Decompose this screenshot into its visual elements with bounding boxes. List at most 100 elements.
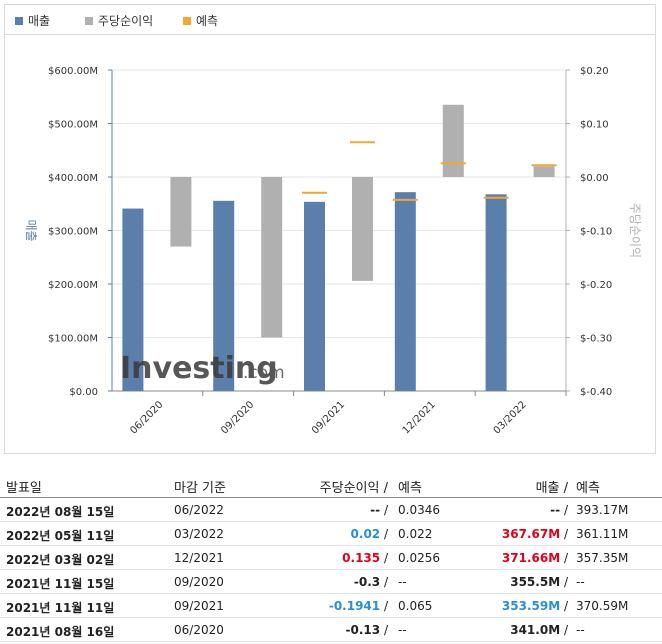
revenue-bar [213,200,235,391]
cell-period: 12/2021 [174,551,224,565]
cell-revenue-forecast: 357.35M [576,551,629,565]
cell-period: 03/2022 [174,527,224,541]
header-eps-label: 주당순이익 [319,481,380,496]
y2-tick-label: $0.10 [580,120,609,131]
investing-logo-watermark: Investing [120,351,278,386]
cell-revenue-value: 341.0M [510,623,561,637]
table-header: 발표일 마감 기준 주당순이익 / 예측 매출 / 예측 [0,472,662,498]
header-eps-forecast: 예측 [398,481,422,496]
x-tick-label: 06/2020 [128,399,165,436]
header-period: 마감 기준 [174,481,226,496]
eps-bar [352,177,373,281]
cell-eps-forecast: -- [398,575,407,589]
cell-date: 2021년 11월 11일 [6,601,115,615]
separator: / [380,599,388,613]
cell-revenue-value: 367.67M [501,527,561,541]
table-row: 2021년 11월 11일 09/2021 -0.1941 / 0.065 353.59… [0,594,662,618]
cell-revenue-value: 353.59M [501,599,561,613]
legend-item: 주당순이익 [85,12,153,29]
x-tick-label: 09/2021 [310,399,347,436]
separator: / [560,527,568,541]
header-revenue-label: 매출 [535,481,560,496]
table-row: 2022년 03월 02일 12/2021 0.135 / 0.0256 371.66M… [0,546,662,570]
y2-tick-label: $0.20 [580,66,609,77]
eps-bar [261,177,283,338]
header-date: 발표일 [6,481,42,496]
cell-eps-value: 0.02 [350,527,381,541]
earnings-chart: 매출 주당순이익 예측 $0.00 $-0.40 $100.00M $-0.30 $200.… [4,4,656,454]
cell-revenue-forecast: 370.59M [576,599,629,613]
cell-date: 2022년 03월 02일 [6,553,115,567]
eps-bar [442,104,464,177]
chart-plot: $0.00 $-0.40 $100.00M $-0.30 $200.00M $-0.20 $… [24,66,642,436]
legend-swatch [15,16,23,25]
revenue-bar [304,201,325,391]
separator: / [380,623,388,637]
cell-eps-forecast: 0.065 [398,599,433,613]
cell-revenue-forecast: -- [576,575,585,589]
cell-eps: -- / [370,503,388,517]
cell-eps-value: -0.3 [353,575,381,589]
cell-eps-forecast: 0.0256 [398,551,440,565]
cell-eps: -0.1941 / [329,599,388,613]
legend-item: 매출 [15,12,50,29]
cell-eps-value: -0.13 [345,623,381,637]
revenue-bar [122,208,144,391]
cell-eps-value: 0.135 [342,551,381,565]
cell-eps: -0.3 / [354,575,388,589]
table-row: 2022년 05월 11일 03/2022 0.02 / 0.022 367.67M /… [0,522,662,546]
cell-eps: -0.13 / [346,623,388,637]
y2-axis-title: 주당순이익 [628,203,642,258]
cell-eps-value: -0.1941 [328,599,381,613]
cell-period: 09/2021 [174,599,224,613]
cell-revenue: 353.59M / [502,599,568,613]
cell-eps-forecast: 0.0346 [398,503,440,517]
separator: / [380,503,388,517]
x-tick-label: 03/2022 [492,399,529,436]
table-row: 2021년 11월 15일 09/2020 -0.3 / -- 355.5M / -- [0,570,662,594]
y2-tick-label: $0.00 [580,173,609,184]
investing-logo-suffix: .com [243,363,285,383]
header-revenue-separator: / [559,481,568,496]
y-tick-label: $400.00M [48,173,98,184]
legend-swatch [183,16,191,25]
cell-period: 09/2020 [174,575,224,589]
cell-revenue-forecast: 361.11M [576,527,629,541]
cell-revenue-value: 355.5M [510,575,561,589]
header-revenue: 매출 / [536,477,568,496]
y-axis-title: 매출 [24,219,38,241]
separator: / [560,623,568,637]
eps-bar [170,177,192,247]
table-row: 2021년 08월 16일 06/2020 -0.13 / -- 341.0M / -- [0,618,662,642]
legend-item: 예측 [183,12,218,29]
header-eps: 주당순이익 / [320,477,388,496]
cell-revenue-value: 371.66M [501,551,561,565]
cell-revenue: 371.66M / [502,551,568,565]
cell-date: 2021년 08월 16일 [6,625,115,639]
earnings-table: 발표일 마감 기준 주당순이익 / 예측 매출 / 예측 2022년 08월 1… [0,472,662,642]
separator: / [560,599,568,613]
cell-date: 2021년 11월 15일 [6,577,115,591]
header-revenue-forecast: 예측 [576,481,600,496]
cell-revenue-forecast: -- [576,623,585,637]
y2-tick-label: $-0.30 [580,334,612,345]
cell-eps: 0.02 / [351,527,388,541]
separator: / [380,575,388,589]
cell-date: 2022년 05월 11일 [6,529,115,543]
header-eps-separator: / [379,481,388,496]
cell-revenue: -- / [550,503,568,517]
chart-legend: 매출 주당순이익 예측 [5,5,655,35]
legend-swatch [85,16,93,25]
y-tick-label: $500.00M [48,120,98,131]
table-row: 2022년 08월 15일 06/2022 -- / 0.0346 -- / 393.17… [0,498,662,522]
legend-label: 예측 [196,14,219,28]
cell-period: 06/2022 [174,503,224,517]
cell-revenue-forecast: 393.17M [576,503,629,517]
y-tick-label: $0.00 [69,387,98,398]
revenue-bar [485,194,507,391]
y2-tick-label: $-0.10 [580,227,612,238]
y-tick-label: $600.00M [48,66,98,77]
separator: / [560,551,568,565]
x-tick-label: 12/2021 [401,399,438,436]
cell-period: 06/2020 [174,623,224,637]
